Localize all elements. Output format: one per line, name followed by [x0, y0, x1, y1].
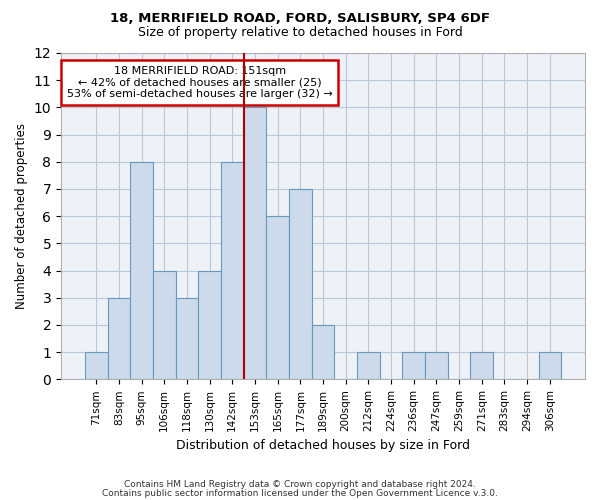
Bar [130, 162, 153, 380]
Bar [289, 189, 311, 380]
Bar [153, 270, 176, 380]
Bar [266, 216, 289, 380]
Bar [107, 298, 130, 380]
Bar [85, 352, 107, 380]
Bar [221, 162, 244, 380]
Bar [470, 352, 493, 380]
Bar [198, 270, 221, 380]
Text: Contains public sector information licensed under the Open Government Licence v.: Contains public sector information licen… [102, 489, 498, 498]
Bar [403, 352, 425, 380]
Y-axis label: Number of detached properties: Number of detached properties [15, 123, 28, 309]
Bar [244, 108, 266, 380]
Text: 18, MERRIFIELD ROAD, FORD, SALISBURY, SP4 6DF: 18, MERRIFIELD ROAD, FORD, SALISBURY, SP… [110, 12, 490, 26]
Text: Size of property relative to detached houses in Ford: Size of property relative to detached ho… [137, 26, 463, 39]
Bar [539, 352, 561, 380]
Text: 18 MERRIFIELD ROAD: 151sqm
← 42% of detached houses are smaller (25)
53% of semi: 18 MERRIFIELD ROAD: 151sqm ← 42% of deta… [67, 66, 333, 100]
Bar [176, 298, 198, 380]
Text: Contains HM Land Registry data © Crown copyright and database right 2024.: Contains HM Land Registry data © Crown c… [124, 480, 476, 489]
Bar [425, 352, 448, 380]
Bar [311, 325, 334, 380]
Bar [357, 352, 380, 380]
X-axis label: Distribution of detached houses by size in Ford: Distribution of detached houses by size … [176, 440, 470, 452]
